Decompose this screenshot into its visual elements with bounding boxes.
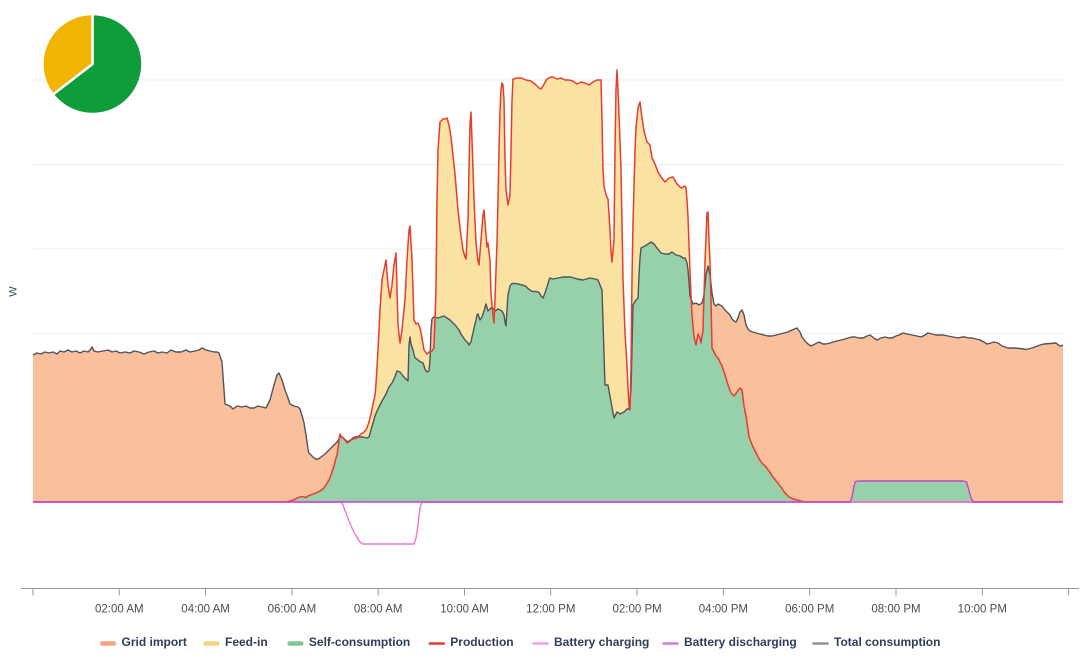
svg-text:02:00 AM: 02:00 AM [95, 604, 144, 616]
svg-text:Production: Production [450, 635, 513, 649]
svg-text:10:00 AM: 10:00 AM [440, 604, 489, 616]
svg-text:Feed-in: Feed-in [225, 635, 268, 649]
svg-text:04:00 AM: 04:00 AM [181, 604, 230, 616]
svg-text:Battery discharging: Battery discharging [684, 635, 797, 649]
svg-text:02:00 PM: 02:00 PM [612, 604, 661, 616]
svg-text:12:00 PM: 12:00 PM [526, 604, 575, 616]
svg-text:W: W [8, 286, 20, 297]
svg-text:Total consumption: Total consumption [834, 635, 940, 649]
svg-text:04:00 PM: 04:00 PM [699, 604, 748, 616]
svg-text:Self-consumption: Self-consumption [309, 635, 410, 649]
svg-text:06:00 PM: 06:00 PM [785, 604, 834, 616]
svg-text:08:00 AM: 08:00 AM [354, 604, 403, 616]
svg-text:08:00 PM: 08:00 PM [871, 604, 920, 616]
svg-text:Grid import: Grid import [122, 635, 187, 649]
svg-text:Battery charging: Battery charging [554, 635, 649, 649]
svg-text:10:00 PM: 10:00 PM [958, 604, 1007, 616]
svg-text:06:00 AM: 06:00 AM [268, 604, 317, 616]
